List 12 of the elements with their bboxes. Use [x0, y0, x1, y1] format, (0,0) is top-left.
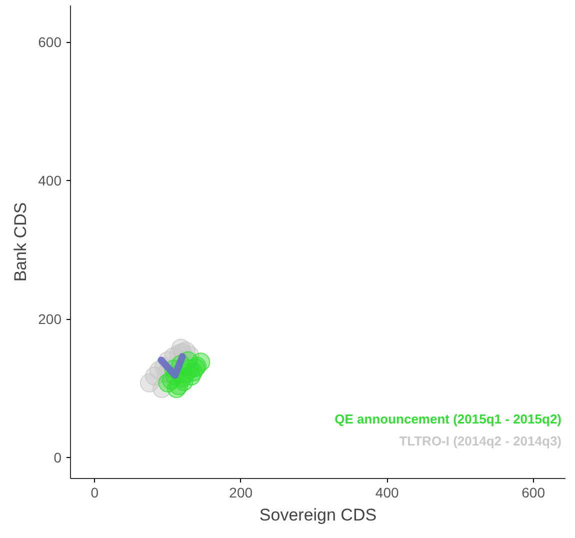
x-tick-label: 400 — [375, 484, 399, 500]
x-tick-label: 600 — [522, 484, 546, 500]
x-tick-label: 0 — [90, 484, 99, 500]
x-axis-title: Sovereign CDS — [259, 506, 377, 524]
x-tick-label: 200 — [229, 484, 253, 500]
point — [182, 366, 201, 386]
text: QE announcement (2015q1 - 2015q2) — [334, 412, 562, 426]
y-tick-label: 200 — [38, 311, 62, 328]
y-tick-label: 600 — [38, 34, 62, 50]
y-tick-label: 0 — [54, 450, 62, 466]
y-tick-label: 400 — [38, 172, 62, 189]
y-axis-title: Bank CDS — [11, 202, 30, 282]
